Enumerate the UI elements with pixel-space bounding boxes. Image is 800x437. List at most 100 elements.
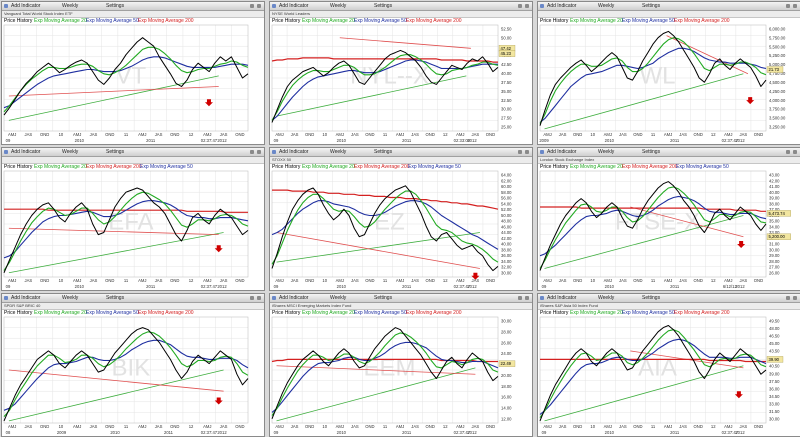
y-tick-label: 50.00 [501,35,512,40]
period-select[interactable]: Weekly [62,295,79,301]
settings-button[interactable]: Settings [106,149,125,155]
x-tick-label: JAS [740,132,748,137]
legend-ema50: Exp Moving Average 50 [622,18,675,24]
settings-button[interactable]: Settings [642,3,661,9]
series-price [3,37,249,116]
period-select[interactable]: Weekly [330,295,347,301]
add-indicator-button[interactable]: Add Indicator [547,295,577,301]
x-tick-label: 12 [189,424,194,429]
series-price [539,325,767,422]
print-icon[interactable] [786,150,790,154]
y-tick-label: 46.50 [769,334,780,339]
y-tick-label: 6,000.00 [769,27,786,32]
settings-button[interactable]: Settings [106,295,125,301]
period-select[interactable]: Weekly [330,149,347,155]
trendline-support [276,75,467,117]
x-tick-label: OND [486,132,495,137]
x-tick-label: OND [105,132,114,137]
legend-price_history: Price History [272,18,301,24]
trendline-support [276,232,480,263]
print-icon[interactable] [250,150,254,154]
x-tick-label: OND [305,278,314,283]
trendline-resistance [276,365,476,375]
chart-panel: Add Indicator Weekly Settings iShares S&P A… [537,293,800,437]
x-tick-label: 10 [590,132,595,137]
x-tick-label: OND [754,132,763,137]
trendline-support [544,365,744,422]
add-indicator-button[interactable]: Add Indicator [11,149,41,155]
instrument-name: SPDR S&P BRIC 40 [4,303,41,308]
legend-ema20: Exp Moving Average 20 [302,18,355,24]
y-tick-label: 44.00 [501,230,512,235]
x-tick-label: JAS [472,424,480,429]
x-tick-label: 12 [711,278,716,283]
y-tick-label: 20.00 [501,373,512,378]
y-tick-label: 60.00 [501,184,512,189]
period-select[interactable]: Weekly [598,149,615,155]
add-indicator-button[interactable]: Add Indicator [279,149,309,155]
print-icon[interactable] [518,150,522,154]
close-icon[interactable] [793,150,797,154]
trendline-support [544,73,744,130]
close-icon[interactable] [257,150,261,154]
settings-button[interactable]: Settings [106,3,125,9]
close-icon[interactable] [525,4,529,8]
x-tick-label: AMJ [203,278,211,283]
close-icon[interactable] [257,296,261,300]
print-icon[interactable] [250,4,254,8]
period-select[interactable]: Weekly [62,149,79,155]
settings-button[interactable]: Settings [642,149,661,155]
x-year-label: 2011 [402,138,412,143]
period-select[interactable]: Weekly [330,3,347,9]
close-icon[interactable] [525,296,529,300]
timestamp-label: 02:37:47 [201,284,218,289]
chart-panel: Add Indicator Weekly Settings iShares MSCI … [269,293,533,437]
x-tick-label: AMJ [724,278,732,283]
x-year-label: 2010 [110,430,120,435]
close-icon[interactable] [257,4,261,8]
settings-button[interactable]: Settings [374,295,393,301]
add-indicator-button[interactable]: Add Indicator [11,295,41,301]
add-indicator-button[interactable]: Add Indicator [279,3,309,9]
settings-button[interactable]: Settings [374,3,393,9]
chart-legend: Price History Exp Moving Average 20 Exp Mo… [2,164,264,171]
y-tick-label: 34.50 [769,394,780,399]
close-icon[interactable] [793,4,797,8]
close-icon[interactable] [793,296,797,300]
close-icon[interactable] [525,150,529,154]
x-year-label: 09 [6,284,11,289]
settings-button[interactable]: Settings [374,149,393,155]
chart-legend: Price History Exp Moving Average 20 Exp Mo… [2,18,264,25]
legend-ema50: Exp Moving Average 50 [86,310,139,316]
legend-ema200: Exp Moving Average 200 [138,310,194,316]
legend-price_history: Price History [540,18,569,24]
print-icon[interactable] [518,4,522,8]
x-tick-label: 12 [711,132,716,137]
timestamp-label: 02:37:47 [201,138,218,143]
y-tick-label: 39.00 [769,196,780,201]
settings-button[interactable]: Settings [642,295,661,301]
x-tick-label: 11 [383,424,388,429]
print-icon[interactable] [250,296,254,300]
x-tick-label: JAS [740,278,748,283]
print-icon[interactable] [518,296,522,300]
x-year-label: 2009 [539,138,549,143]
print-icon[interactable] [786,4,790,8]
period-select[interactable]: Weekly [62,3,79,9]
add-indicator-button[interactable]: Add Indicator [279,295,309,301]
price-chart: FTSE-X43.0042.0041.0040.0039.0038.0037.0… [539,170,791,289]
timestamp-label: 02:37:47 [454,430,471,435]
add-indicator-button[interactable]: Add Indicator [547,3,577,9]
timestamp-label: 02:37:47 [201,430,218,435]
y-tick-label: 30.00 [501,271,512,276]
add-indicator-button[interactable]: Add Indicator [547,149,577,155]
y-tick-label: 52.50 [501,27,512,32]
print-icon[interactable] [786,296,790,300]
period-select[interactable]: Weekly [598,295,615,301]
legend-ema200: Exp Moving Average 200 [674,18,730,24]
x-tick-label: JAS [411,278,419,283]
price-label: 47.42 [501,46,512,51]
add-indicator-button[interactable]: Add Indicator [11,3,41,9]
period-select[interactable]: Weekly [598,3,615,9]
legend-ema20: Exp Moving Average 20 [34,310,87,316]
